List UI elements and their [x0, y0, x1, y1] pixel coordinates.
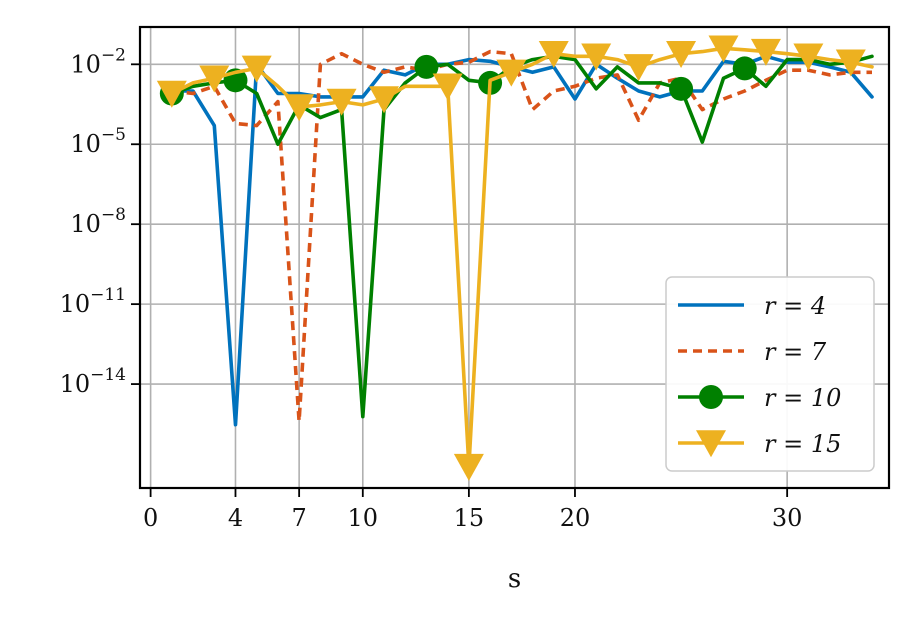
series-marker: [699, 385, 723, 409]
x-tick-label: 0: [143, 504, 158, 532]
x-tick-label: 15: [454, 504, 485, 532]
y-tick-label: 10−8: [70, 205, 126, 238]
series-marker: [369, 86, 400, 114]
legend-box: [665, 276, 875, 472]
y-tick-label: 10−5: [70, 125, 126, 158]
legend: r = 4 r = 7 r = 10 r = 15: [665, 276, 875, 472]
series-line: [171, 49, 872, 424]
series-marker: [199, 65, 230, 93]
series-4: [156, 35, 874, 481]
x-axis-ticks: 0 4 7 10 15 20 30: [143, 488, 802, 532]
series-marker: [496, 59, 527, 87]
y-tick-label: 10−2: [70, 45, 126, 78]
series-marker: [708, 35, 739, 63]
legend-label: r = 7: [764, 338, 827, 366]
legend-label: r = 10: [764, 384, 841, 412]
series-marker: [453, 453, 484, 481]
x-tick-label: 10: [348, 504, 379, 532]
series-marker: [750, 38, 781, 66]
series-marker: [326, 88, 357, 116]
x-tick-label: 30: [772, 504, 803, 532]
x-tick-label: 4: [228, 504, 243, 532]
y-axis-ticks: 10−2 10−5 10−8 10−11 10−14: [60, 45, 140, 398]
series-marker: [669, 76, 694, 101]
series-marker: [623, 54, 654, 82]
series-layer: [156, 35, 874, 481]
series-marker: [432, 73, 463, 101]
series-marker: [538, 40, 569, 68]
x-tick-label: 7: [291, 504, 306, 532]
series-marker: [156, 80, 187, 108]
series-marker: [414, 54, 439, 79]
series-marker: [241, 55, 272, 83]
y-tick-label: 10−14: [60, 365, 126, 398]
x-tick-label: 20: [560, 504, 591, 532]
plot-frame: [138, 25, 891, 490]
series-marker: [284, 94, 315, 122]
y-tick-label: 10−11: [60, 285, 126, 318]
series-marker: [835, 49, 866, 77]
series-2: [171, 49, 872, 424]
legend-label: r = 15: [764, 430, 841, 458]
series-marker: [696, 430, 726, 458]
series-marker: [793, 43, 824, 71]
series-marker: [732, 56, 757, 81]
series-marker: [666, 40, 697, 68]
x-axis-label: s: [508, 564, 521, 594]
legend-label: r = 4: [764, 292, 826, 320]
series-marker: [581, 43, 612, 71]
